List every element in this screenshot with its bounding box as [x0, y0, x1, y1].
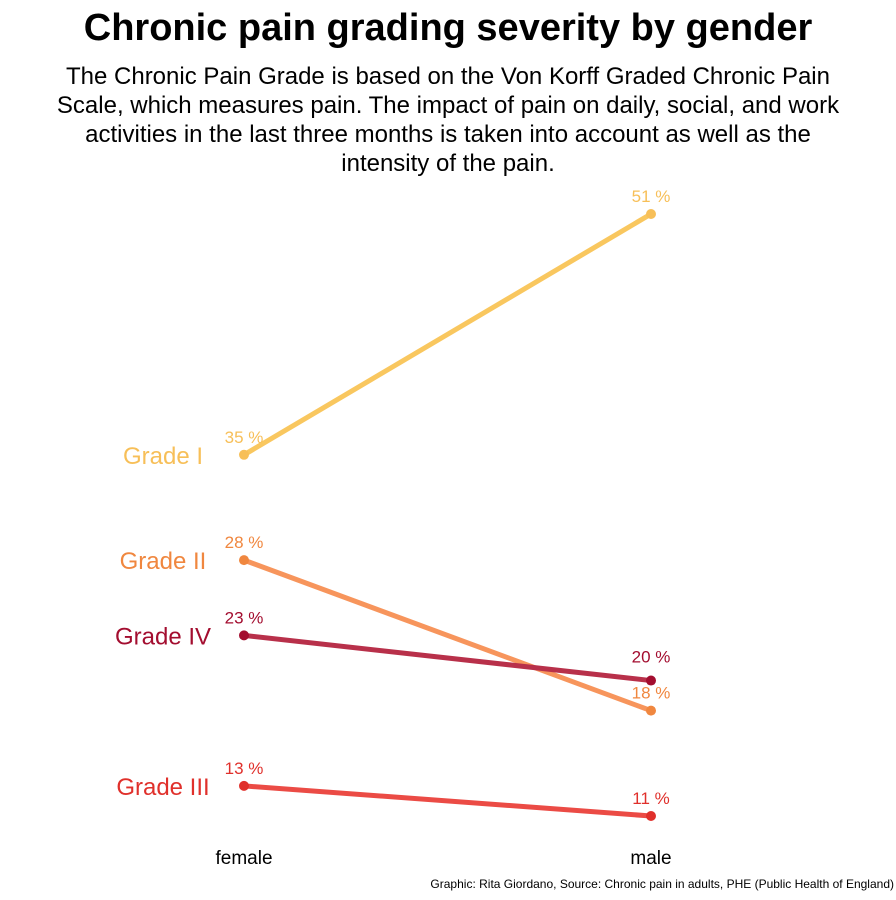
- grade-iv-value-label-female: 23 %: [225, 608, 264, 627]
- x-tick-label-female: female: [215, 848, 272, 869]
- grade-i-point-male: [646, 209, 656, 219]
- grade-iii-value-label-female: 13 %: [225, 759, 264, 778]
- grade-iii-line: [241, 783, 654, 819]
- source-caption: Graphic: Rita Giordano, Source: Chronic …: [430, 877, 894, 891]
- grade-i-line: [241, 211, 654, 458]
- grade-iv-series-label: Grade IV: [115, 623, 211, 650]
- grade-i-series-label: Grade I: [123, 443, 203, 470]
- grade-iv-line: [241, 632, 654, 684]
- grade-iv-point-female: [239, 630, 249, 641]
- grade-iii-value-label-male: 11 %: [632, 789, 670, 808]
- chart-title: Chronic pain grading severity by gender: [83, 7, 813, 49]
- grade-iv-value-label-male: 20 %: [632, 648, 671, 667]
- grade-ii-value-label-male: 18 %: [632, 684, 671, 703]
- grade-i-point-female: [239, 449, 249, 460]
- x-axis: female male: [215, 848, 671, 869]
- grade-ii-point-male: [646, 705, 656, 716]
- chart-subtitle: The Chronic Pain Grade is based on the V…: [56, 63, 840, 177]
- grade-ii-line: [241, 557, 654, 714]
- grade-iii-series-label: Grade III: [116, 774, 209, 801]
- x-tick-label-male: male: [630, 848, 671, 869]
- label-layer: 35 % 51 % Grade I 28 % 18 % Grade II 23 % 20 % G…: [115, 187, 670, 808]
- grade-iii-point-female: [239, 780, 249, 791]
- grade-ii-point-female: [239, 555, 249, 566]
- series-layer: [239, 209, 656, 821]
- grade-iv-point-male: [646, 675, 656, 686]
- grade-i-value-label-female: 35 %: [225, 428, 264, 447]
- grade-ii-value-label-female: 28 %: [225, 533, 264, 552]
- grade-iii-point-male: [646, 811, 656, 821]
- grade-ii-series-label: Grade II: [120, 548, 207, 575]
- grade-i-value-label-male: 51 %: [632, 187, 671, 206]
